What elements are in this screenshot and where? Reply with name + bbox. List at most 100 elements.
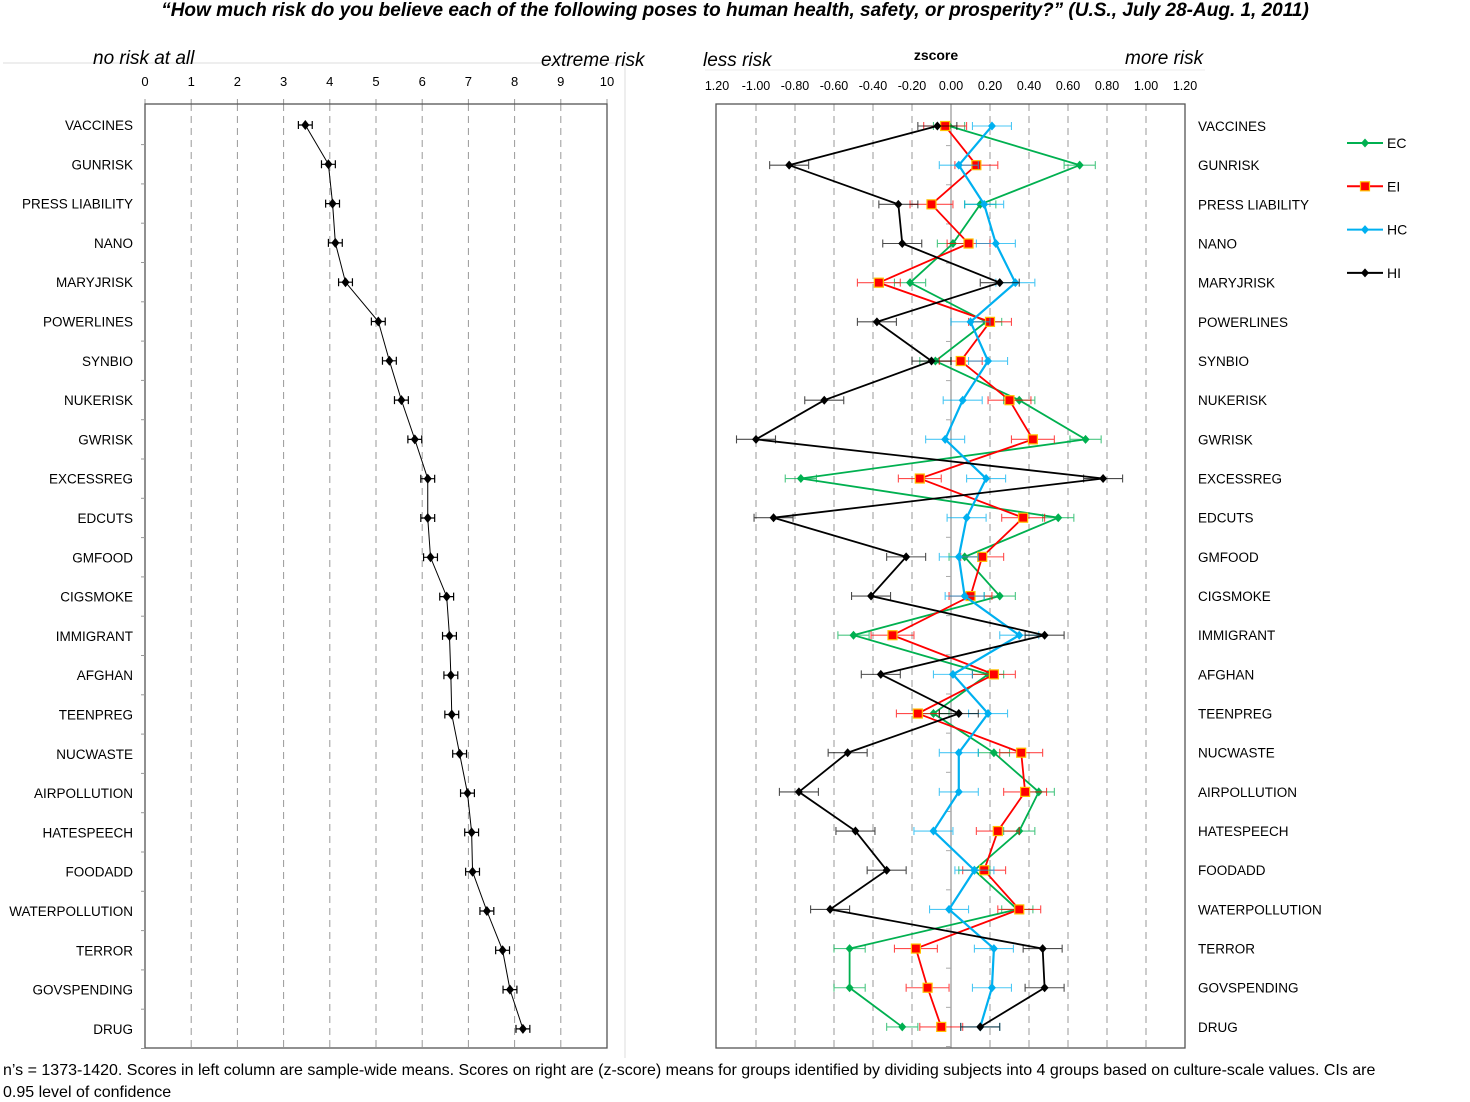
x-tick-label: 0 [141, 74, 148, 89]
data-point [301, 120, 310, 130]
series-line-hc [932, 125, 1022, 1028]
mean-line [304, 124, 524, 1030]
data-point [849, 630, 858, 640]
data-point [331, 237, 340, 248]
data-point [962, 513, 971, 523]
x-tick-label: -0.60 [820, 79, 849, 93]
category-label: SYNBIO [1198, 354, 1249, 369]
data-point [873, 277, 884, 288]
data-point [898, 1022, 907, 1032]
category-label: AFGHAN [77, 668, 133, 683]
category-label: TERROR [1198, 942, 1255, 957]
category-label: AIRPOLLUTION [1198, 785, 1297, 800]
legend-marker-ei [1359, 181, 1371, 192]
data-point [882, 865, 891, 875]
footnote-line-2: 0.95 level of confidence [3, 1084, 172, 1101]
category-label: NANO [1198, 237, 1237, 252]
data-point [987, 983, 996, 993]
right-anchor-label: extreme risk [541, 50, 646, 71]
data-point [1004, 395, 1015, 406]
data-point [442, 591, 451, 602]
data-point [927, 356, 936, 366]
data-point [954, 709, 963, 719]
legend-label: EC [1387, 135, 1406, 151]
x-tick-label: 10 [600, 74, 614, 89]
data-point [482, 906, 491, 916]
data-point [1054, 513, 1063, 523]
data-point [954, 787, 963, 797]
data-point [933, 121, 942, 131]
data-point [984, 709, 993, 719]
data-point [995, 278, 1004, 288]
data-point [446, 670, 455, 681]
category-label: NUCWASTE [1198, 746, 1275, 761]
data-point [976, 1022, 985, 1032]
data-point [912, 708, 923, 719]
category-label: TERROR [76, 943, 133, 958]
category-label: POWERLINES [43, 315, 133, 330]
plot-area-right [715, 103, 1186, 1049]
category-label: EDCUTS [1198, 511, 1254, 526]
legend-label: EI [1387, 178, 1400, 194]
x-tick-label: 0.00 [939, 79, 963, 93]
category-label: GMFOOD [72, 550, 133, 565]
data-point [910, 943, 922, 954]
data-point [1081, 434, 1090, 444]
category-label: VACCINES [1198, 119, 1266, 134]
data-point [898, 239, 907, 249]
data-point [845, 983, 854, 993]
series-line-ec [800, 125, 1089, 1028]
category-label: SYNBIO [82, 354, 133, 369]
category-label: CIGSMOKE [1198, 589, 1271, 604]
category-label: TEENPREG [1198, 707, 1272, 722]
data-point [455, 748, 464, 759]
x-tick-label: 4 [326, 74, 333, 89]
data-point [977, 551, 988, 562]
legend-label: HC [1387, 222, 1407, 238]
x-tick-label: 2 [234, 74, 241, 89]
category-label: WATERPOLLUTION [9, 904, 133, 919]
category-label: IMMIGRANT [56, 629, 133, 644]
data-point [324, 159, 333, 170]
data-point [954, 552, 963, 562]
x-tick-label: 3 [280, 74, 287, 89]
series-hc [913, 121, 1040, 1032]
data-point [992, 825, 1003, 837]
data-point [955, 355, 966, 367]
x-tick-label: 6 [419, 74, 426, 89]
data-point [385, 355, 394, 366]
x-tick-label: 1.00 [1134, 79, 1158, 93]
category-label: VACCINES [65, 118, 133, 133]
data-point [445, 630, 454, 641]
category-label: GUNRISK [71, 157, 133, 172]
category-label: POWERLINES [1198, 315, 1288, 330]
legend-marker-hc [1361, 225, 1369, 235]
category-label: GMFOOD [1198, 550, 1259, 565]
data-point [426, 552, 435, 563]
category-label: GWRISK [78, 432, 133, 447]
series-line-hi [753, 125, 1104, 1028]
data-point [991, 239, 1000, 249]
category-label: FOODADD [1198, 863, 1266, 878]
x-tick-label: 5 [372, 74, 379, 89]
data-point [1027, 434, 1039, 445]
data-point [995, 591, 1004, 601]
x-tick-label: 1.20 [1173, 79, 1197, 93]
x-tick-label: -1.00 [742, 79, 771, 93]
x-tick-label: -0.20 [898, 79, 927, 93]
data-point [872, 317, 881, 327]
category-label: HATESPEECH [1198, 824, 1289, 839]
data-point [752, 434, 760, 444]
series-hi [735, 121, 1124, 1032]
data-point [982, 474, 991, 484]
x-tick-label: 0.20 [978, 79, 1002, 93]
data-point [328, 198, 337, 209]
data-point [1099, 474, 1108, 484]
data-point [518, 1023, 527, 1034]
data-point [341, 277, 350, 288]
data-point [498, 945, 507, 956]
category-label: FOODADD [66, 865, 134, 880]
legend-label: HI [1387, 265, 1401, 281]
category-label: IMMIGRANT [1198, 628, 1275, 643]
data-point [843, 748, 852, 758]
